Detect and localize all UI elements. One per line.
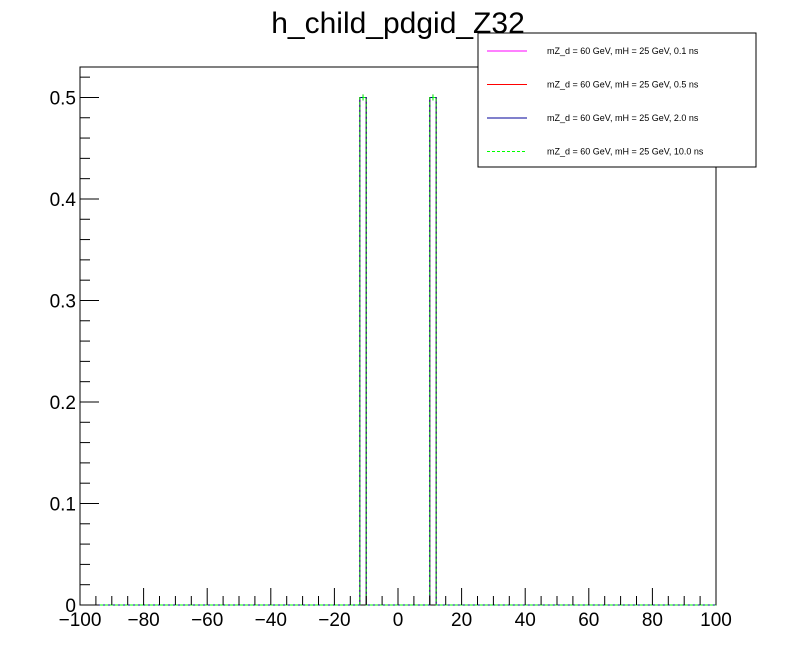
x-tick-label: 20 bbox=[451, 610, 472, 631]
x-tick-label: −100 bbox=[59, 610, 102, 631]
y-tick-label: 0.1 bbox=[50, 494, 76, 515]
x-tick-label: 0 bbox=[393, 610, 404, 631]
x-tick-label: −40 bbox=[255, 610, 287, 631]
x-tick-label: 40 bbox=[515, 610, 536, 631]
legend-label-0: mZ_d = 60 GeV, mH = 25 GeV, 0.1 ns bbox=[547, 46, 699, 56]
x-tick-label: 100 bbox=[700, 610, 732, 631]
series-2-histogram bbox=[80, 96, 716, 606]
y-tick-label: 0.4 bbox=[50, 190, 77, 211]
legend-label-2: mZ_d = 60 GeV, mH = 25 GeV, 2.0 ns bbox=[547, 113, 699, 123]
legend-box bbox=[477, 32, 757, 168]
axes: −100 −80 −60 −40 −20 0 20 40 60 80 100 0 0.1 0.2 0.3 0.… bbox=[50, 76, 732, 631]
x-tick-label: −20 bbox=[318, 610, 350, 631]
y-tick-label: 0 bbox=[65, 596, 76, 617]
x-tick-label: −80 bbox=[127, 610, 159, 631]
x-tick-label: −60 bbox=[191, 610, 223, 631]
y-tick-label: 0.3 bbox=[50, 291, 76, 312]
x-tick-label: 60 bbox=[578, 610, 599, 631]
series-0-histogram bbox=[80, 96, 716, 606]
legend-label-1: mZ_d = 60 GeV, mH = 25 GeV, 0.5 ns bbox=[547, 80, 699, 90]
series-1-histogram bbox=[80, 96, 716, 606]
y-tick-label: 0.2 bbox=[50, 393, 76, 414]
x-tick-label: 80 bbox=[642, 610, 663, 631]
histogram-bars bbox=[80, 94, 716, 606]
y-tick-label: 0.5 bbox=[50, 88, 76, 109]
series-3-histogram bbox=[80, 96, 716, 606]
legend-label-3: mZ_d = 60 GeV, mH = 25 GeV, 10.0 ns bbox=[547, 147, 704, 157]
legend: mZ_d = 60 GeV, mH = 25 GeV, 0.1 ns mZ_d =… bbox=[477, 32, 757, 168]
